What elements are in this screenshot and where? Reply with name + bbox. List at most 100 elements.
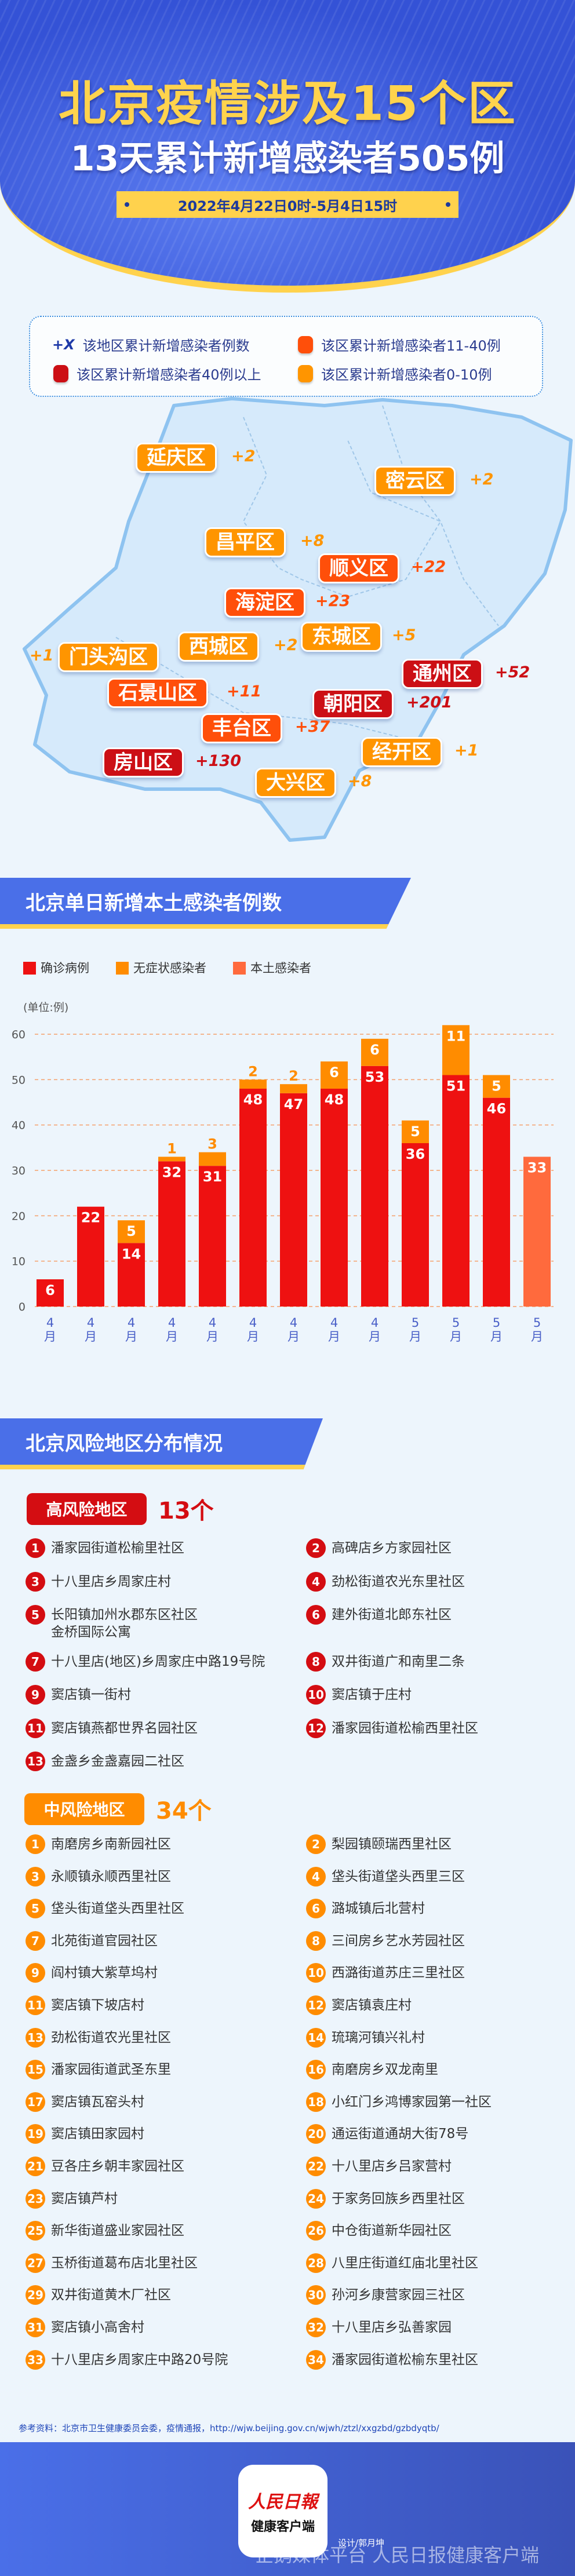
swatch-icon	[53, 364, 68, 382]
number-badge: 6	[306, 1605, 326, 1625]
bar-confirmed	[483, 1097, 510, 1307]
list-item: 16 南磨房乡双龙南里	[306, 2060, 438, 2080]
bar-confirmed	[158, 1161, 185, 1307]
bar-asymptomatic	[321, 1061, 348, 1089]
number-badge: 1	[26, 1538, 45, 1558]
number-badge: 14	[306, 2027, 326, 2048]
x-tick-label: 5	[412, 1316, 419, 1330]
district-count: +201	[406, 694, 452, 711]
map-legend: +X 该地区累计新增感染者例数 该区累计新增感染者11-40例 该区累计新增感染者…	[29, 316, 543, 397]
number-badge: 33	[26, 2349, 45, 2370]
number-badge: 32	[306, 2318, 326, 2337]
list-item: 24 于家务回族乡西里社区	[306, 2188, 465, 2209]
list-item: 34 潘家园街道松榆东里社区	[306, 2349, 478, 2370]
number-badge: 2	[306, 1538, 326, 1558]
y-tick-label: 40	[12, 1119, 26, 1132]
legend-label: 该地区累计新增感染者例数	[82, 338, 250, 354]
number-badge: 10	[306, 1685, 326, 1705]
number-badge: 9	[26, 1685, 45, 1705]
x-tick-label: 4	[128, 1316, 135, 1330]
number-badge: 13	[26, 2027, 45, 2048]
area-name: 窦店镇下坡店村	[51, 1998, 144, 2013]
legend-label: 该区累计新增感染者0-10例	[321, 367, 492, 383]
bar-asymptomatic	[280, 1084, 307, 1093]
logo: 人民日報 健康客户端	[238, 2465, 327, 2557]
legend-label: 该区累计新增感染者40例以上	[77, 367, 261, 383]
list-item: 22 十八里店乡吕家营村	[306, 2157, 452, 2176]
area-name: 通运街道通胡大街78号	[332, 2126, 469, 2142]
list-item: 1 南磨房乡南新园社区	[26, 1834, 171, 1854]
district-label: 房山区	[103, 747, 184, 778]
x-tick-label: 4	[46, 1316, 54, 1330]
list-item: 14 琉璃河镇兴礼村	[306, 2027, 425, 2048]
number-badge: 12	[306, 1718, 326, 1738]
bar-confirmed	[442, 1075, 470, 1307]
area-name: 北苑街道官园社区	[51, 1933, 158, 1949]
bar-confirmed	[118, 1243, 145, 1307]
number-badge: 3	[26, 1866, 45, 1887]
district-count: +23	[315, 592, 351, 610]
area-name: 于家务回族乡西里社区	[332, 2191, 465, 2206]
list-item: 12 窦店镇袁庄村	[306, 1995, 412, 2015]
number-badge: 6	[306, 1899, 326, 1919]
data-label: 22	[81, 1210, 100, 1226]
area-name: 孙河乡康营家园三社区	[332, 2287, 465, 2303]
number-badge: 18	[306, 2092, 326, 2112]
dot-icon	[125, 202, 129, 207]
bar-asymptomatic	[361, 1038, 388, 1066]
list-item: 4 劲松街道农光东里社区	[306, 1571, 465, 1592]
daily-cases-chart: (单位:例)010203040506064月22日224月23日1454月24日…	[12, 1001, 554, 1344]
section-title: 北京风险地区分布情况	[26, 1432, 223, 1455]
number-badge: 8	[306, 1931, 326, 1951]
data-label: 6	[329, 1064, 339, 1081]
y-tick-label: 60	[12, 1028, 26, 1041]
list-item: 27 玉桥街道葛布店北里社区	[26, 2253, 198, 2273]
list-item: 13 劲松街道农光里社区	[26, 2027, 171, 2048]
x-tick-label: 5	[533, 1316, 541, 1330]
number-badge: 30	[306, 2285, 326, 2305]
number-badge: 19	[26, 2124, 45, 2144]
x-tick-label: 月	[369, 1330, 381, 1344]
data-label: 46	[487, 1101, 506, 1117]
number-badge: 27	[26, 2253, 45, 2273]
y-axis-label: (单位:例)	[23, 1001, 68, 1014]
data-label: 2	[248, 1063, 258, 1079]
source-note: 参考资料：北京市卫生健康委员会委，疫情通报，http://wjw.beijing…	[19, 2423, 439, 2433]
area-name: 潘家园街道松榆西里社区	[332, 1720, 478, 1736]
number-badge: 4	[306, 1571, 326, 1592]
x-tick-label: 4	[87, 1316, 94, 1330]
district-label: 经开区	[361, 737, 442, 767]
bar-confirmed	[402, 1143, 429, 1307]
data-label: 6	[370, 1042, 380, 1058]
y-tick-label: 30	[12, 1165, 26, 1177]
mid-risk-count: 34个	[156, 1798, 212, 1825]
data-label: 6	[45, 1282, 55, 1298]
district-count: +8	[300, 532, 325, 550]
number-badge: 11	[26, 1995, 45, 2015]
legend-local: 本土感染者	[233, 959, 311, 976]
list-item: 5 长阳镇加州水郡东区社区 金桥国际公寓	[26, 1605, 198, 1641]
data-label: 11	[446, 1028, 465, 1044]
x-tick-label: 月	[328, 1330, 340, 1344]
number-badge: 34	[306, 2349, 326, 2370]
list-item: 23 窦店镇芦村	[26, 2188, 118, 2209]
x-tick-label: 月	[85, 1330, 97, 1344]
bar-asymptomatic	[118, 1220, 145, 1243]
area-name: 金盏乡金盏嘉园二社区	[51, 1754, 184, 1769]
district-label: 通州区	[402, 659, 483, 689]
number-badge: 7	[26, 1651, 45, 1672]
data-label: 5	[492, 1078, 501, 1094]
plus-x-marker: +X	[52, 336, 75, 353]
number-badge: 5	[26, 1605, 45, 1625]
district-label: 门头沟区	[58, 642, 159, 672]
data-label: 3	[208, 1136, 217, 1152]
list-item: 18 小红门乡鸿博家园第一社区	[306, 2092, 492, 2112]
number-badge: 13	[26, 1752, 45, 1771]
district-label: 东城区	[301, 622, 382, 652]
area-name: 窦店镇瓦窑头村	[51, 2094, 144, 2110]
list-item: 4 垡头街道垡头西里三区	[306, 1866, 465, 1887]
data-label: 31	[203, 1169, 222, 1185]
area-name: 八里庄街道红庙北里社区	[332, 2255, 478, 2271]
x-tick-label: 4	[371, 1316, 379, 1330]
area-name: 玉桥街道葛布店北里社区	[51, 2255, 198, 2271]
